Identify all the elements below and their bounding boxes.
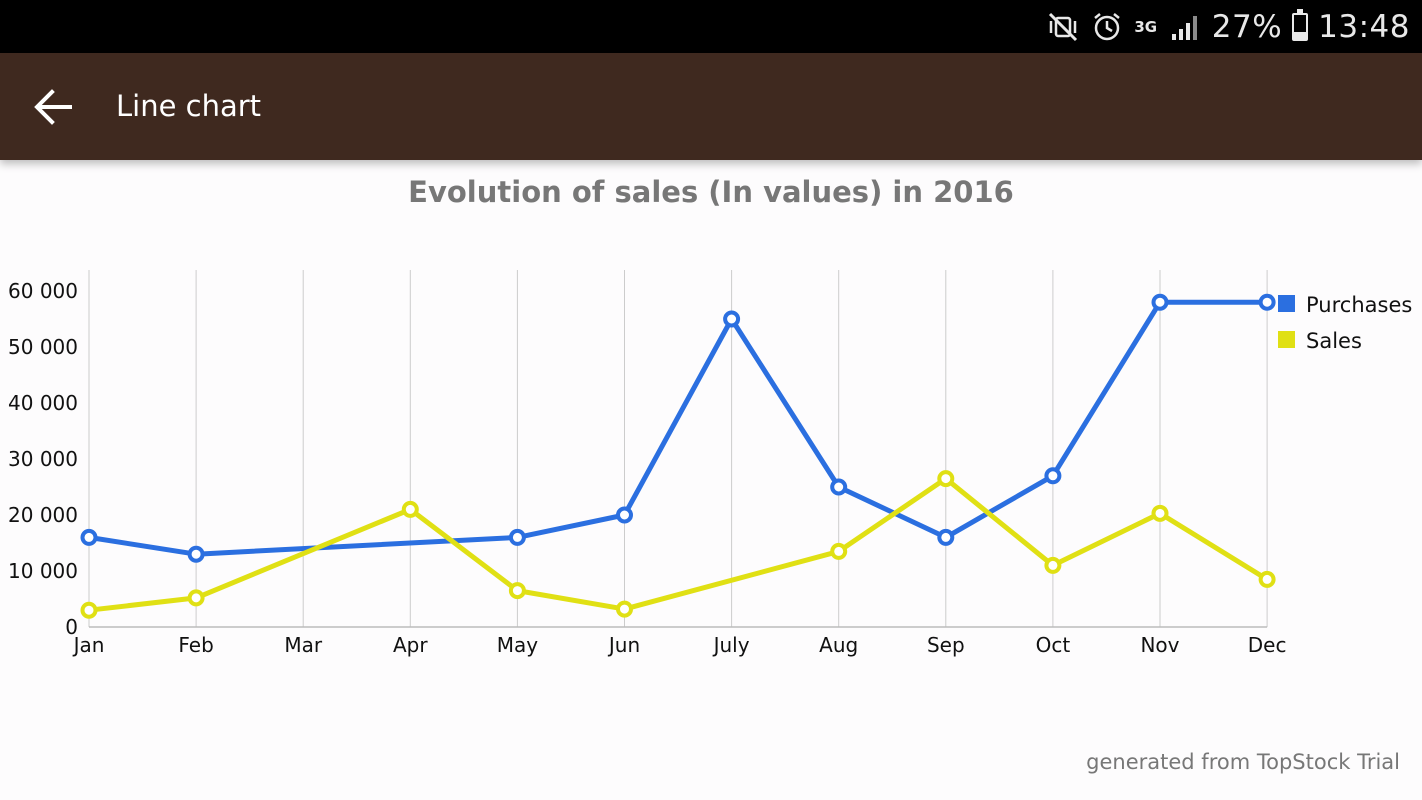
footer-note: generated from TopStock Trial xyxy=(1086,750,1400,774)
data-point-purchases-oct xyxy=(1044,467,1062,485)
x-tick-label-july: July xyxy=(712,633,750,657)
data-point-purchases-jun xyxy=(616,506,633,524)
line-chart: Jan Feb Mar Apr May Jun July Aug Sep Oct Nov Dec 0 10… xyxy=(8,270,1412,657)
back-button[interactable] xyxy=(22,79,84,135)
data-point-purchases-may xyxy=(508,528,526,546)
x-tick-label-dec: Dec xyxy=(1248,633,1287,657)
data-point-purchases-jan xyxy=(80,528,98,546)
x-tick-label-jun: Jun xyxy=(607,633,640,657)
x-tick-label-apr: Apr xyxy=(393,633,428,657)
page-title: Line chart xyxy=(116,89,262,123)
y-tick-label-3: 30 000 xyxy=(8,447,78,471)
chart-title: Evolution of sales (In values) in 2016 xyxy=(408,175,1014,209)
x-tick-label-may: May xyxy=(497,633,539,657)
battery-icon xyxy=(1292,8,1309,41)
data-point-sales-nov xyxy=(1151,504,1169,522)
arrow-back-icon xyxy=(34,89,72,125)
data-point-purchases-aug xyxy=(830,478,848,496)
data-point-sales-aug xyxy=(830,542,848,560)
data-point-sales-jan xyxy=(80,601,98,619)
y-tick-label-4: 40 000 xyxy=(8,391,78,415)
data-point-sales-jun xyxy=(616,600,633,618)
battery-percentage: 27% xyxy=(1211,8,1283,45)
series-line-purchases xyxy=(88,299,1268,557)
data-point-sales-may xyxy=(508,582,526,600)
y-tick-label-1: 10 000 xyxy=(8,559,78,583)
data-point-sales-feb xyxy=(187,589,205,607)
y-tick-label-2: 20 000 xyxy=(8,503,78,527)
x-tick-label-nov: Nov xyxy=(1140,633,1179,657)
alarm-icon xyxy=(1090,10,1124,44)
legend-swatch-sales xyxy=(1278,331,1295,348)
y-tick-label-5: 50 000 xyxy=(8,335,78,359)
legend-swatch-purchases xyxy=(1278,295,1295,312)
network-type: 3G xyxy=(1134,17,1158,36)
series-line-sales xyxy=(88,476,1269,613)
status-bar: 3G 27% 13:48 xyxy=(0,0,1422,53)
data-point-purchases-dec xyxy=(1258,293,1276,311)
x-tick-label-oct: Oct xyxy=(1036,633,1071,657)
x-tick-label-jan: Jan xyxy=(72,633,105,657)
data-point-sales-dec xyxy=(1258,570,1276,588)
x-tick-label-mar: Mar xyxy=(284,633,323,657)
signal-icon xyxy=(1168,10,1202,44)
data-point-purchases-sep xyxy=(937,528,955,546)
x-tick-label-aug: Aug xyxy=(819,633,858,657)
data-point-sales-sep xyxy=(937,470,955,488)
y-tick-label-6: 60 000 xyxy=(8,279,78,303)
x-tick-label-feb: Feb xyxy=(178,633,213,657)
status-time: 13:48 xyxy=(1318,8,1410,45)
data-point-sales-oct xyxy=(1044,556,1062,574)
legend-label-purchases: Purchases xyxy=(1306,293,1412,317)
data-point-purchases-nov xyxy=(1151,293,1169,311)
y-tick-label-0: 0 xyxy=(65,615,78,639)
data-point-sales-apr xyxy=(401,500,419,518)
data-point-purchases-july xyxy=(723,310,741,328)
data-point-purchases-feb xyxy=(187,545,205,563)
legend-label-sales: Sales xyxy=(1306,329,1362,353)
app-bar: Line chart xyxy=(0,53,1422,160)
mute-vibrate-icon xyxy=(1046,10,1080,44)
x-tick-label-sep: Sep xyxy=(927,633,965,657)
